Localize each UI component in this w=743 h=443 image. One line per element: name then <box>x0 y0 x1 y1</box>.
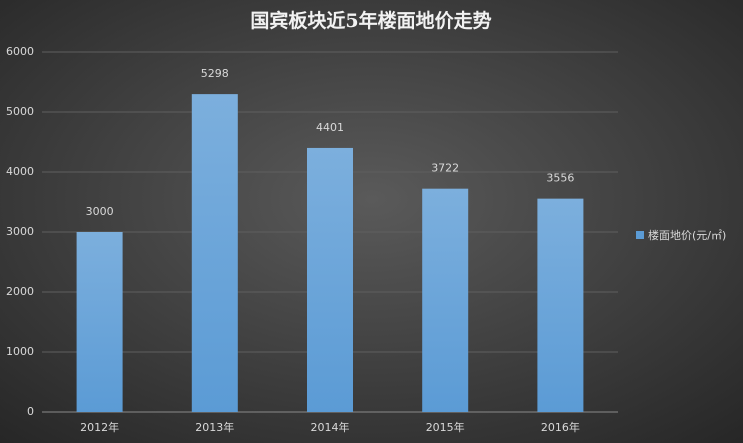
chart-title: 国宾板块近5年楼面地价走势 <box>250 9 491 32</box>
legend-label: 楼面地价(元/㎡) <box>648 228 726 242</box>
data-label: 3556 <box>546 172 574 185</box>
y-tick-label: 0 <box>27 405 34 418</box>
x-tick-label: 2016年 <box>541 420 580 434</box>
x-tick-label: 2012年 <box>80 420 119 434</box>
x-tick-label: 2013年 <box>195 420 234 434</box>
x-tick-label: 2014年 <box>311 420 350 434</box>
bar <box>307 147 353 412</box>
data-label: 3000 <box>86 205 114 218</box>
bar <box>191 94 238 413</box>
y-tick-label: 6000 <box>6 45 34 58</box>
bar <box>76 232 123 412</box>
bar <box>422 188 469 412</box>
y-tick-label: 1000 <box>6 345 34 358</box>
bar <box>537 198 584 412</box>
y-tick-label: 5000 <box>6 105 34 118</box>
y-tick-label: 3000 <box>6 225 34 238</box>
y-tick-label: 4000 <box>6 165 34 178</box>
legend-marker <box>636 231 644 239</box>
x-tick-label: 2015年 <box>426 420 465 434</box>
y-tick-label: 2000 <box>6 285 34 298</box>
data-label: 4401 <box>316 121 344 134</box>
data-label: 3722 <box>431 162 459 175</box>
data-label: 5298 <box>201 67 229 80</box>
